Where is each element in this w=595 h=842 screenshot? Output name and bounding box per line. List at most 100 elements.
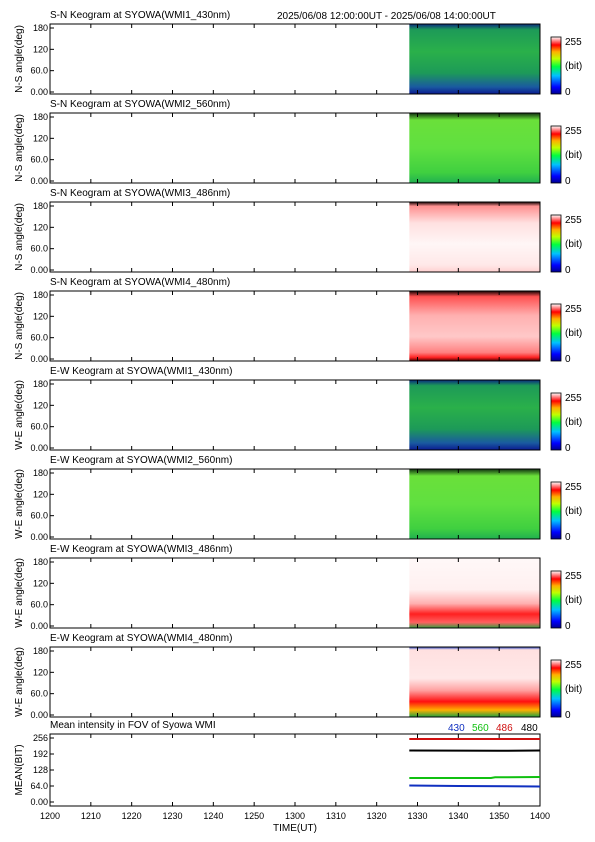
panel-title: S-N Keogram at SYOWA(WMI2_560nm) [50, 99, 230, 110]
x-tick-label: 1300 [285, 811, 305, 821]
panel-frame [49, 733, 541, 807]
colorbar-min: 0 [565, 710, 571, 721]
colorbar-max: 255 [565, 482, 582, 493]
y-tick-label: 60.0 [30, 422, 48, 432]
x-tick-label: 1220 [122, 811, 142, 821]
y-tick-label: 180 [33, 201, 48, 211]
y-axis-label: MEAN(BIT) [14, 744, 25, 795]
colorbar-unit: (bit) [565, 328, 582, 339]
y-tick-label: 0.00 [30, 265, 48, 275]
y-tick-label: 120 [33, 133, 48, 143]
colorbar [550, 392, 562, 451]
panel-title: E-W Keogram at SYOWA(WMI2_560nm) [50, 455, 232, 466]
colorbar-min: 0 [565, 621, 571, 632]
colorbar [550, 125, 562, 184]
y-tick-label: 192 [33, 749, 48, 759]
panel-title: E-W Keogram at SYOWA(WMI4_480nm) [50, 633, 232, 644]
colorbar-unit: (bit) [565, 150, 582, 161]
y-axis-label: N-S angle(deg) [14, 114, 25, 182]
y-tick-label: 0.00 [30, 621, 48, 631]
x-tick-label: 1340 [448, 811, 468, 821]
y-axis-label: W-E angle(deg) [14, 558, 25, 628]
colorbar-max: 255 [565, 660, 582, 671]
keogram-image [409, 202, 540, 272]
keogram-panel-4: S-N Keogram at SYOWA(WMI4_480nm)180 120 60… [14, 277, 582, 365]
x-tick-label: 1250 [244, 811, 264, 821]
colorbar-unit: (bit) [565, 506, 582, 517]
x-tick-label: 1200 [40, 811, 60, 821]
colorbar [550, 36, 562, 95]
colorbar [550, 481, 562, 540]
colorbar [550, 303, 562, 362]
y-tick-label: 120 [33, 44, 48, 54]
keogram-panel-5: E-W Keogram at SYOWA(WMI1_430nm)180 120 60… [14, 366, 582, 454]
keogram-image [409, 291, 540, 361]
y-tick-label: 60.0 [30, 511, 48, 521]
colorbar-max: 255 [565, 571, 582, 582]
keogram-panel-7: E-W Keogram at SYOWA(WMI3_486nm)180 120 60… [14, 544, 582, 632]
y-tick-label: 180 [33, 557, 48, 567]
y-tick-label: 120 [33, 489, 48, 499]
colorbar-max: 255 [565, 215, 582, 226]
colorbar-min: 0 [565, 354, 571, 365]
colorbar-min: 0 [565, 176, 571, 187]
x-tick-label: 1350 [489, 811, 509, 821]
y-tick-label: 120 [33, 311, 48, 321]
legend-560: 560 [472, 723, 489, 734]
keogram-image [409, 24, 540, 94]
keogram-image [409, 558, 540, 628]
keogram-image [409, 113, 540, 183]
legend-480: 480 [521, 723, 538, 734]
y-tick-label: 120 [33, 578, 48, 588]
y-tick-label: 64.0 [30, 781, 48, 791]
colorbar [550, 659, 562, 718]
keogram-image [409, 380, 540, 450]
y-tick-label: 0.00 [30, 532, 48, 542]
x-tick-label: 1330 [407, 811, 427, 821]
panel-title: S-N Keogram at SYOWA(WMI1_430nm) [50, 10, 230, 21]
mean-intensity-panel: Mean intensity in FOV of Syowa WMI 430 560… [14, 720, 550, 834]
colorbar-max: 255 [565, 37, 582, 48]
panel-title: S-N Keogram at SYOWA(WMI3_486nm) [50, 188, 230, 199]
y-tick-label: 256 [33, 733, 48, 743]
panel-title: Mean intensity in FOV of Syowa WMI [50, 720, 216, 731]
panel-title: S-N Keogram at SYOWA(WMI4_480nm) [50, 277, 230, 288]
y-tick-label: 180 [33, 379, 48, 389]
keogram-panel-1: S-N Keogram at SYOWA(WMI1_430nm)180 120 60… [14, 10, 582, 98]
colorbar-min: 0 [565, 87, 571, 98]
y-tick-label: 0.00 [30, 87, 48, 97]
date-range: 2025/06/08 12:00:00UT - 2025/06/08 14:00… [277, 11, 496, 22]
y-tick-label: 180 [33, 290, 48, 300]
x-tick-label: 1230 [162, 811, 182, 821]
y-tick-label: 180 [33, 23, 48, 33]
x-tick-label: 1210 [81, 811, 101, 821]
legend-486: 486 [496, 723, 513, 734]
colorbar-unit: (bit) [565, 595, 582, 606]
keogram-panel-8: E-W Keogram at SYOWA(WMI4_480nm)180 120 60… [14, 633, 582, 721]
y-tick-label: 180 [33, 646, 48, 656]
y-axis-label: N-S angle(deg) [14, 292, 25, 360]
y-tick-label: 0.00 [30, 176, 48, 186]
x-tick-label: 1310 [326, 811, 346, 821]
colorbar-max: 255 [565, 304, 582, 315]
panel-title: E-W Keogram at SYOWA(WMI3_486nm) [50, 544, 232, 555]
y-tick-label: 128 [33, 765, 48, 775]
y-tick-label: 0.00 [30, 354, 48, 364]
colorbar-unit: (bit) [565, 684, 582, 695]
panel-title: E-W Keogram at SYOWA(WMI1_430nm) [50, 366, 232, 377]
y-tick-label: 180 [33, 112, 48, 122]
series-line-560 [409, 776, 541, 779]
keogram-panel-6: E-W Keogram at SYOWA(WMI2_560nm)180 120 60… [14, 455, 582, 543]
y-axis-label: W-E angle(deg) [14, 380, 25, 450]
colorbar [550, 214, 562, 273]
keogram-image [409, 469, 540, 539]
colorbar-unit: (bit) [565, 239, 582, 250]
x-tick-label: 1320 [367, 811, 387, 821]
y-tick-label: 60.0 [30, 155, 48, 165]
colorbar-max: 255 [565, 126, 582, 137]
y-tick-label: 60.0 [30, 333, 48, 343]
x-tick-label: 1240 [203, 811, 223, 821]
y-tick-label: 60.0 [30, 66, 48, 76]
keogram-panel-3: S-N Keogram at SYOWA(WMI3_486nm)180 120 60… [14, 188, 582, 276]
